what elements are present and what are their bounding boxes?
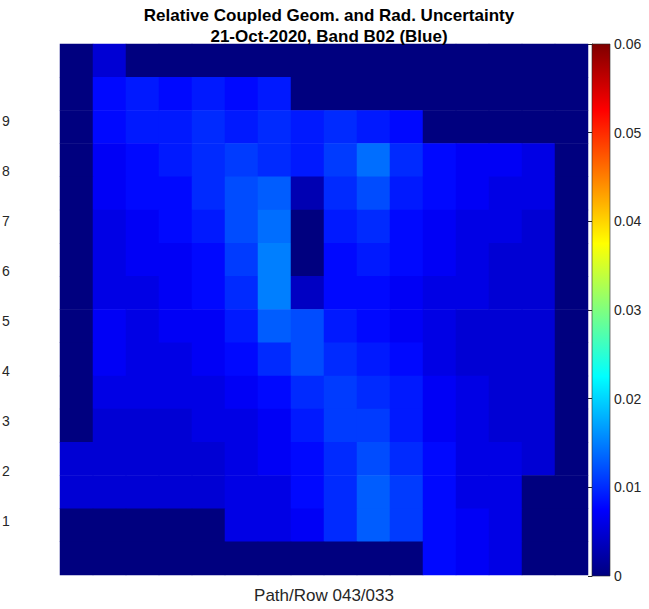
svg-text:6: 6: [2, 263, 10, 279]
svg-text:0.01: 0.01: [614, 479, 641, 495]
svg-text:5: 5: [2, 313, 10, 329]
svg-text:0.03: 0.03: [614, 302, 641, 318]
svg-text:8: 8: [2, 163, 10, 179]
svg-text:1: 1: [2, 513, 10, 529]
svg-text:Path/Row 043/033: Path/Row 043/033: [254, 586, 394, 605]
svg-text:0.05: 0.05: [614, 125, 641, 141]
svg-text:0.06: 0.06: [614, 36, 641, 52]
svg-text:2: 2: [2, 463, 10, 479]
svg-text:21-Oct-2020, Band B02 (Blue): 21-Oct-2020, Band B02 (Blue): [210, 27, 447, 46]
svg-text:3: 3: [2, 413, 10, 429]
svg-text:9: 9: [2, 113, 10, 129]
svg-text:Relative Coupled Geom. and Rad: Relative Coupled Geom. and Rad. Uncertai…: [144, 6, 515, 25]
svg-text:7: 7: [2, 213, 10, 229]
svg-text:0.04: 0.04: [614, 213, 641, 229]
svg-text:4: 4: [2, 363, 10, 379]
svg-text:0: 0: [614, 568, 622, 584]
svg-text:0.02: 0.02: [614, 391, 641, 407]
